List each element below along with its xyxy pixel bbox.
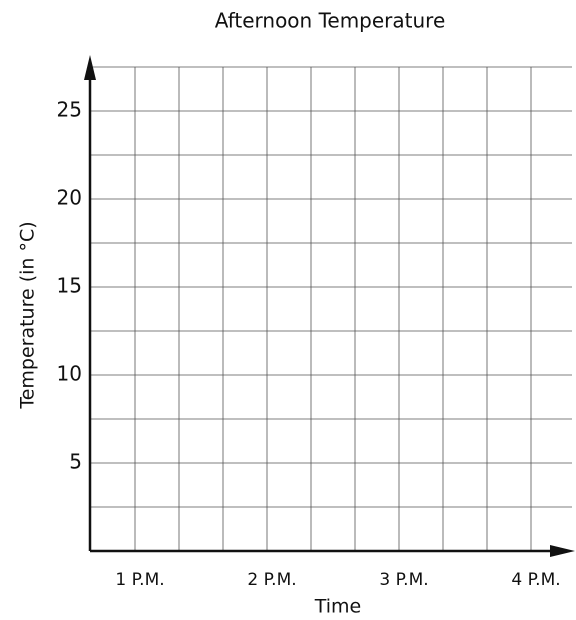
y-tick-label: 25 [57, 98, 82, 122]
y-axis-label: Temperature (in °C) [17, 221, 39, 409]
y-axis-arrow [84, 55, 96, 80]
y-tick-label: 15 [57, 274, 82, 298]
x-axis-arrow [550, 545, 575, 557]
x-axis-label: Time [314, 596, 362, 618]
x-tick-label: 4 P.M. [511, 570, 560, 590]
y-tick-label: 5 [69, 450, 82, 474]
x-tick-label: 1 P.M. [115, 570, 164, 590]
y-tick-label: 20 [57, 186, 82, 210]
x-tick-label: 3 P.M. [379, 570, 428, 590]
chart-title: Afternoon Temperature [215, 9, 446, 33]
y-tick-label: 10 [57, 362, 82, 386]
x-tick-label: 2 P.M. [247, 570, 296, 590]
